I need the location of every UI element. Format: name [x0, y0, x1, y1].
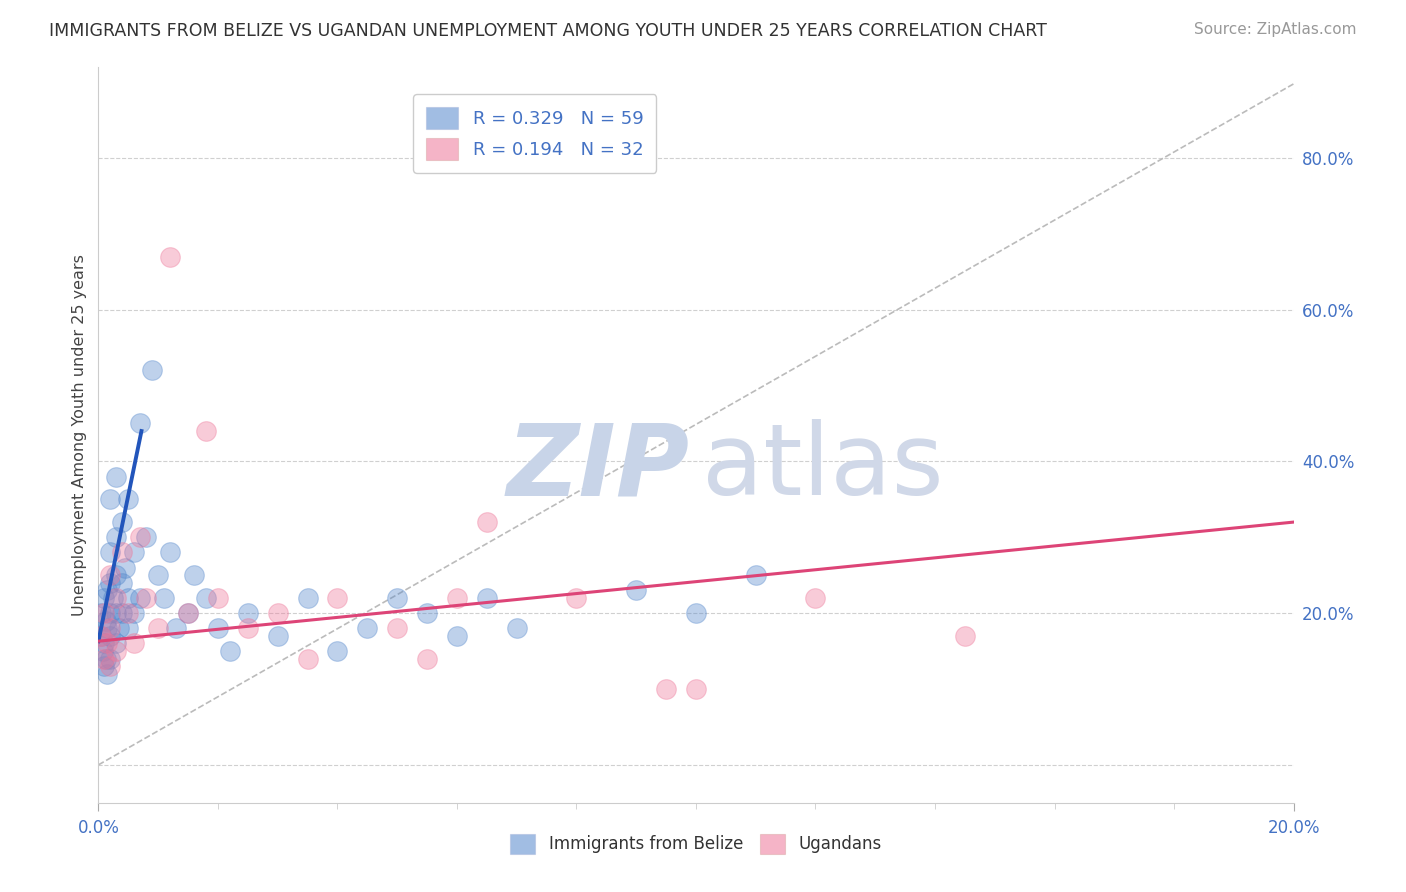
Point [135, 530, 157, 544]
Point [745, 568, 768, 582]
Point [105, 591, 128, 605]
Point [108, 621, 131, 635]
Point [94, 651, 117, 665]
Point [177, 606, 200, 620]
Point [105, 636, 128, 650]
Point [153, 591, 176, 605]
Point [626, 583, 648, 598]
Point [129, 530, 152, 544]
Point [111, 575, 134, 590]
Y-axis label: Unemployment Among Youth under 25 years: Unemployment Among Youth under 25 years [72, 254, 87, 615]
Point [90, 629, 112, 643]
Point [98, 545, 122, 559]
Point [93, 651, 115, 665]
Point [93, 659, 115, 673]
Point [446, 629, 468, 643]
Point [111, 545, 134, 559]
Point [236, 606, 259, 620]
Point [165, 621, 187, 635]
Point [506, 621, 529, 635]
Point [96, 583, 118, 598]
Point [297, 651, 319, 665]
Point [685, 606, 707, 620]
Point [90, 629, 112, 643]
Point [326, 644, 349, 658]
Point [475, 591, 498, 605]
Point [98, 492, 122, 507]
Legend: Immigrants from Belize, Ugandans: Immigrants from Belize, Ugandans [503, 827, 889, 861]
Point [236, 621, 259, 635]
Point [219, 644, 242, 658]
Point [105, 469, 128, 483]
Point [98, 659, 122, 673]
Point [475, 515, 498, 529]
Text: atlas: atlas [702, 419, 943, 516]
Point [96, 636, 118, 650]
Point [124, 606, 146, 620]
Point [267, 606, 290, 620]
Point [267, 629, 290, 643]
Point [804, 591, 827, 605]
Point [129, 591, 152, 605]
Point [117, 492, 139, 507]
Point [93, 591, 115, 605]
Point [326, 591, 349, 605]
Point [96, 621, 118, 635]
Point [90, 606, 112, 620]
Point [103, 591, 125, 605]
Point [96, 666, 118, 681]
Point [159, 545, 181, 559]
Point [385, 591, 409, 605]
Point [105, 644, 128, 658]
Text: ZIP: ZIP [508, 419, 690, 516]
Point [207, 621, 229, 635]
Point [207, 591, 229, 605]
Point [98, 629, 122, 643]
Text: IMMIGRANTS FROM BELIZE VS UGANDAN UNEMPLOYMENT AMONG YOUTH UNDER 25 YEARS CORREL: IMMIGRANTS FROM BELIZE VS UGANDAN UNEMPL… [49, 22, 1047, 40]
Point [111, 606, 134, 620]
Point [105, 606, 128, 620]
Point [685, 681, 707, 696]
Point [124, 636, 146, 650]
Point [98, 606, 122, 620]
Point [297, 591, 319, 605]
Point [195, 424, 218, 438]
Point [94, 614, 117, 628]
Point [953, 629, 976, 643]
Point [98, 651, 122, 665]
Point [141, 363, 163, 377]
Point [195, 591, 218, 605]
Point [93, 606, 115, 620]
Point [416, 606, 439, 620]
Point [183, 568, 205, 582]
Point [91, 644, 114, 658]
Point [98, 575, 122, 590]
Point [117, 606, 139, 620]
Point [129, 417, 152, 431]
Point [98, 568, 122, 582]
Point [159, 250, 181, 264]
Point [114, 560, 136, 574]
Point [177, 606, 200, 620]
Point [111, 515, 134, 529]
Point [124, 545, 146, 559]
Text: Source: ZipAtlas.com: Source: ZipAtlas.com [1194, 22, 1357, 37]
Point [93, 636, 115, 650]
Point [385, 621, 409, 635]
Point [148, 621, 170, 635]
Point [117, 621, 139, 635]
Point [446, 591, 468, 605]
Point [148, 568, 170, 582]
Point [565, 591, 588, 605]
Point [416, 651, 439, 665]
Point [356, 621, 378, 635]
Point [105, 568, 128, 582]
Point [98, 621, 122, 635]
Point [655, 681, 678, 696]
Point [135, 591, 157, 605]
Point [105, 530, 128, 544]
Point [117, 591, 139, 605]
